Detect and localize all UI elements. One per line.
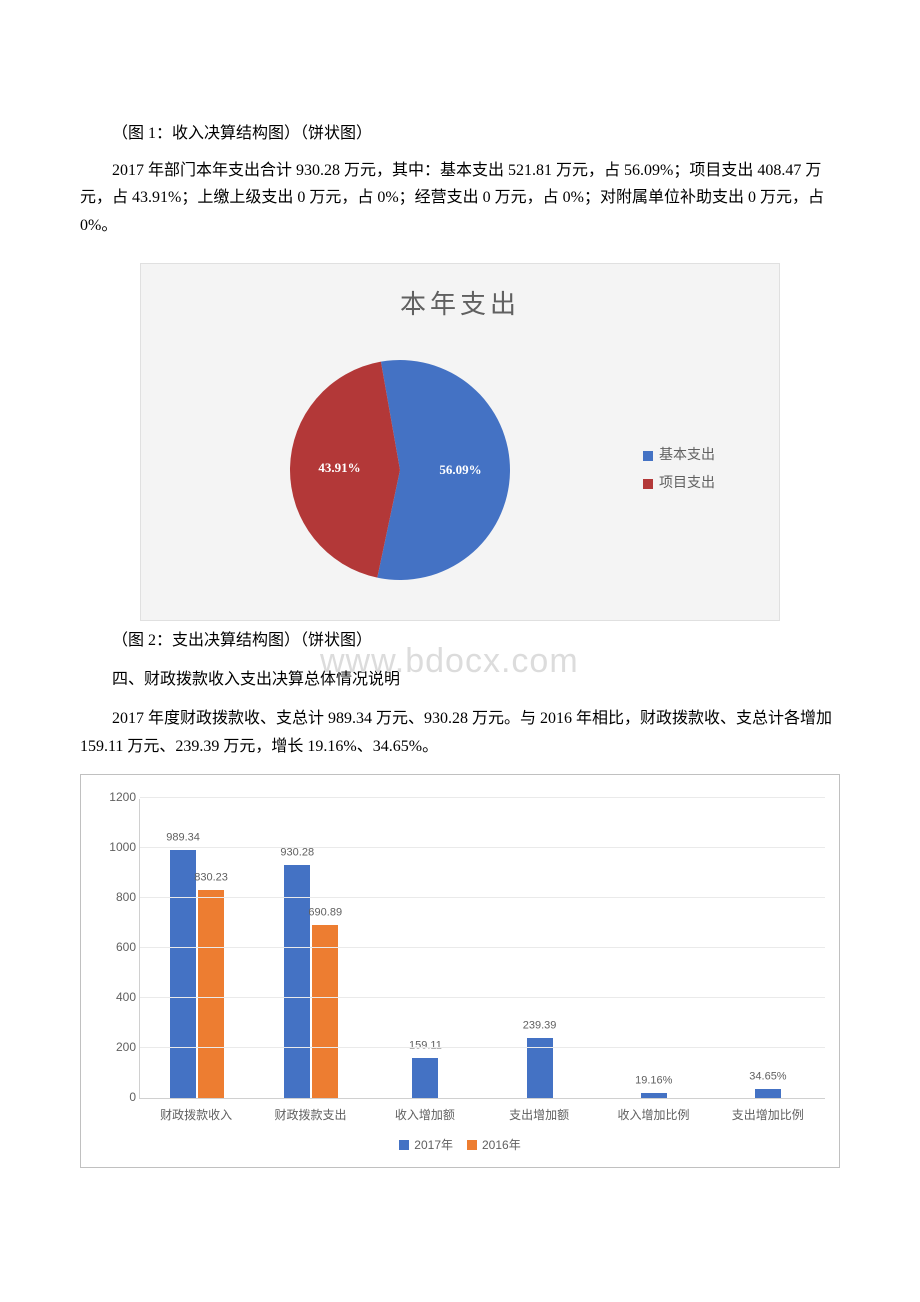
grid-line	[140, 997, 825, 998]
x-tick-label: 收入增加比例	[596, 1099, 710, 1125]
legend-label: 2017年	[414, 1135, 453, 1155]
bar-value-label: 159.11	[409, 1036, 442, 1055]
bar-legend-item: 2016年	[467, 1135, 521, 1155]
bar-groups: 989.34830.23930.28690.89159.11239.3919.1…	[140, 799, 825, 1098]
grid-line	[140, 797, 825, 798]
y-tick-label: 800	[96, 887, 136, 907]
bar-group: 19.16%	[597, 799, 711, 1098]
bar-value-label: 690.89	[308, 903, 342, 922]
bar-group: 159.11	[368, 799, 482, 1098]
figure-1-caption: （图 1：收入决算结构图）（饼状图）	[80, 120, 840, 147]
pie-slice-label: 56.09%	[439, 462, 481, 477]
bar-value-label: 830.23	[194, 868, 228, 887]
legend-swatch	[399, 1140, 409, 1150]
grid-line	[140, 1047, 825, 1048]
legend-label: 基本支出	[659, 444, 715, 468]
bar-group: 930.28690.89	[254, 799, 368, 1098]
bar: 690.89	[312, 925, 338, 1098]
y-tick-label: 400	[96, 987, 136, 1007]
y-tick-label: 600	[96, 937, 136, 957]
x-tick-label: 财政拨款支出	[253, 1099, 367, 1125]
bar-group: 989.34830.23	[140, 799, 254, 1098]
bar-value-label: 34.65%	[749, 1067, 786, 1086]
pie-legend-item: 基本支出	[643, 444, 763, 468]
bar-group: 34.65%	[711, 799, 825, 1098]
grid-line	[140, 897, 825, 898]
bar: 989.34	[170, 850, 196, 1097]
pie-chart-container: 本年支出 56.09%43.91% 基本支出项目支出 www.bdocx.com	[80, 263, 840, 621]
bar-value-label: 989.34	[166, 829, 200, 848]
legend-label: 2016年	[482, 1135, 521, 1155]
pie-slice-label: 43.91%	[318, 460, 360, 475]
pie-chart: 本年支出 56.09% 43.91% 基本支出项目支出	[140, 263, 780, 621]
expenditure-paragraph: 2017 年部门本年支出合计 930.28 万元，其中：基本支出 521.81 …	[80, 157, 840, 239]
bar-group: 239.39	[483, 799, 597, 1098]
bar-plot-area: 989.34830.23930.28690.89159.11239.3919.1…	[139, 799, 825, 1099]
pie-body: 56.09% 43.91% 基本支出项目支出	[141, 340, 779, 620]
pie-plot-area: 56.09% 43.91%	[157, 350, 643, 590]
y-tick-label: 1000	[96, 837, 136, 857]
bar: 930.28	[284, 865, 310, 1098]
y-tick-label: 0	[96, 1087, 136, 1107]
x-tick-label: 支出增加额	[482, 1099, 596, 1125]
legend-swatch	[643, 451, 653, 461]
y-tick-label: 200	[96, 1037, 136, 1057]
bar-value-label: 19.16%	[635, 1071, 672, 1090]
x-tick-label: 支出增加比例	[711, 1099, 825, 1125]
y-tick-label: 1200	[96, 787, 136, 807]
legend-swatch	[467, 1140, 477, 1150]
pie-svg: 56.09% 43.91%	[250, 350, 550, 590]
x-tick-label: 财政拨款收入	[139, 1099, 253, 1125]
pie-legend: 基本支出项目支出	[643, 440, 763, 500]
bar-legend-item: 2017年	[399, 1135, 453, 1155]
pie-legend-item: 项目支出	[643, 472, 763, 496]
legend-swatch	[643, 479, 653, 489]
figure-2-caption: （图 2：支出决算结构图）（饼状图）	[80, 627, 840, 654]
bar: 19.16%	[641, 1093, 667, 1098]
bar: 830.23	[198, 890, 224, 1098]
grid-line	[140, 947, 825, 948]
bar: 34.65%	[755, 1089, 781, 1098]
pie-title: 本年支出	[141, 264, 779, 340]
finance-paragraph: 2017 年度财政拨款收、支总计 989.34 万元、930.28 万元。与 2…	[80, 705, 840, 759]
bar-x-labels: 财政拨款收入财政拨款支出收入增加额支出增加额收入增加比例支出增加比例	[139, 1099, 825, 1125]
bar-legend: 2017年 2016年	[95, 1125, 825, 1159]
x-tick-label: 收入增加额	[368, 1099, 482, 1125]
bar-chart: 989.34830.23930.28690.89159.11239.3919.1…	[80, 774, 840, 1169]
legend-label: 项目支出	[659, 472, 715, 496]
bar-value-label: 239.39	[523, 1016, 557, 1035]
bar: 159.11	[412, 1058, 438, 1098]
grid-line	[140, 847, 825, 848]
section-4-title: 四、财政拨款收入支出决算总体情况说明	[80, 666, 840, 693]
